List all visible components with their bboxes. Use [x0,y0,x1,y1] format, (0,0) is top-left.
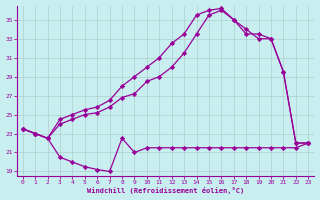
X-axis label: Windchill (Refroidissement éolien,°C): Windchill (Refroidissement éolien,°C) [87,187,244,194]
